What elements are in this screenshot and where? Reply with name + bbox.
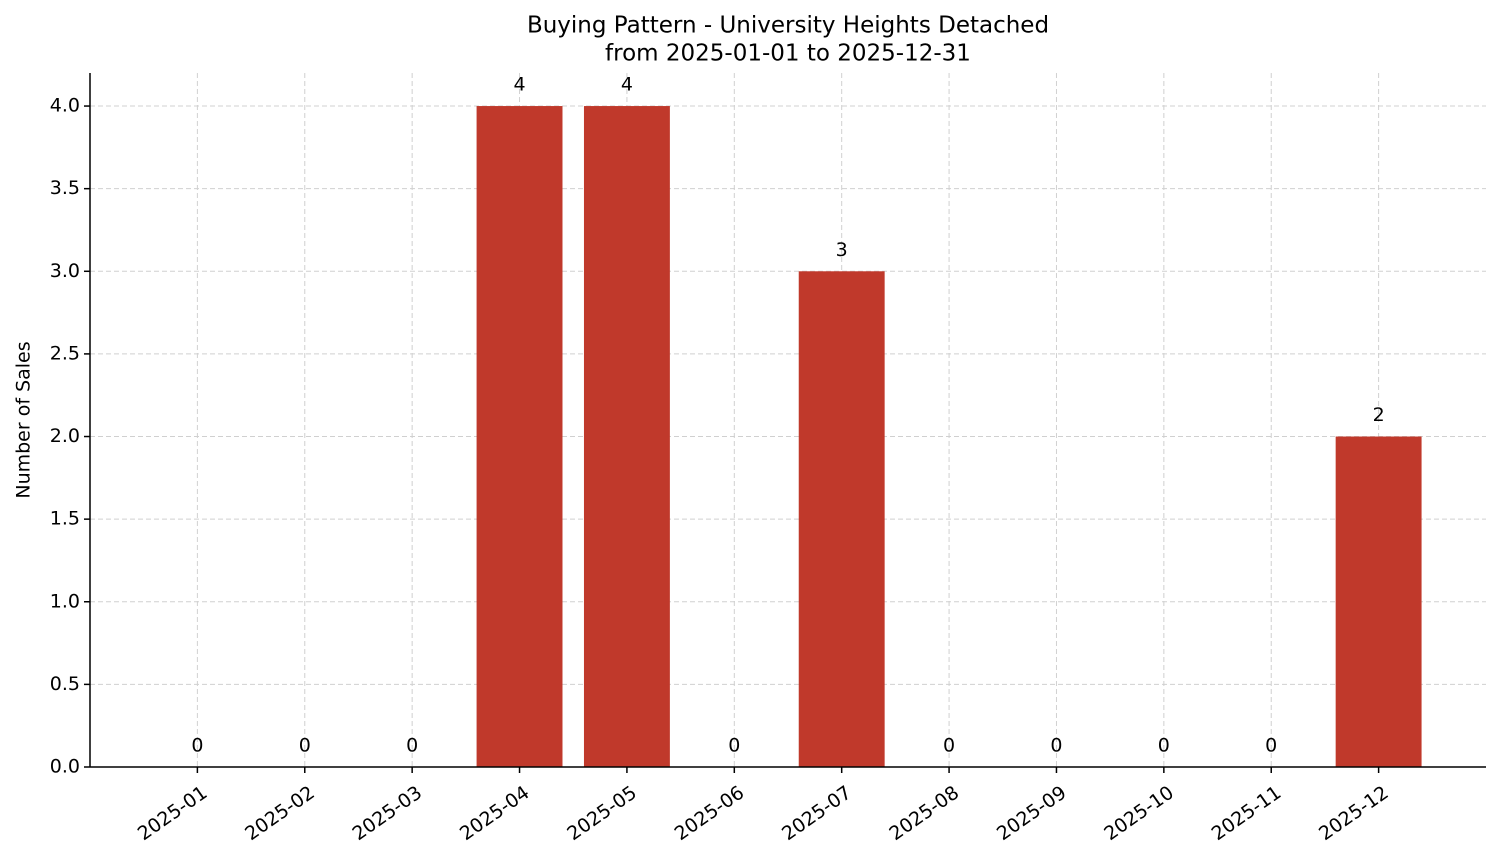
y-tick-label: 0.5 (50, 673, 80, 695)
value-label: 0 (943, 735, 955, 757)
y-tick-label: 3.0 (50, 260, 80, 282)
bar (476, 106, 563, 768)
x-tick-label: 2025-12 (1315, 782, 1393, 846)
y-axis-label: Number of Sales (13, 341, 35, 498)
value-label: 0 (406, 735, 418, 757)
x-tick-label: 2025-05 (563, 782, 641, 846)
y-tick-label: 1.5 (50, 508, 80, 530)
y-tick-label: 2.5 (50, 342, 80, 364)
x-tick-label: 2025-08 (885, 782, 963, 846)
y-tick-label: 1.0 (50, 590, 80, 612)
bar (798, 271, 885, 767)
value-label: 0 (1050, 735, 1062, 757)
value-label: 4 (621, 74, 633, 96)
chart-subtitle: from 2025-01-01 to 2025-12-31 (605, 41, 971, 67)
value-label: 0 (728, 735, 740, 757)
value-label: 0 (1265, 735, 1277, 757)
value-label: 3 (836, 239, 848, 261)
x-tick-label: 2025-06 (671, 782, 749, 846)
y-tick-label: 3.5 (50, 177, 80, 199)
chart-title: Buying Pattern - University Heights Deta… (527, 13, 1049, 39)
value-label: 0 (299, 735, 311, 757)
bar (1335, 436, 1422, 767)
x-tick-label: 2025-02 (241, 782, 319, 846)
value-label: 0 (1158, 735, 1170, 757)
x-tick-label: 2025-11 (1208, 782, 1286, 846)
y-tick-label: 0.0 (50, 756, 80, 778)
bar (583, 106, 670, 768)
value-label: 0 (191, 735, 203, 757)
x-tick-label: 2025-01 (134, 782, 212, 846)
value-label: 2 (1373, 404, 1385, 426)
x-tick-label: 2025-07 (778, 782, 856, 846)
x-tick-label: 2025-09 (993, 782, 1071, 846)
x-tick-label: 2025-04 (456, 782, 534, 846)
x-tick-label: 2025-10 (1100, 782, 1178, 846)
y-tick-label: 4.0 (50, 95, 80, 117)
x-tick-label: 2025-03 (349, 782, 427, 846)
value-label: 4 (513, 74, 525, 96)
y-tick-label: 2.0 (50, 425, 80, 447)
